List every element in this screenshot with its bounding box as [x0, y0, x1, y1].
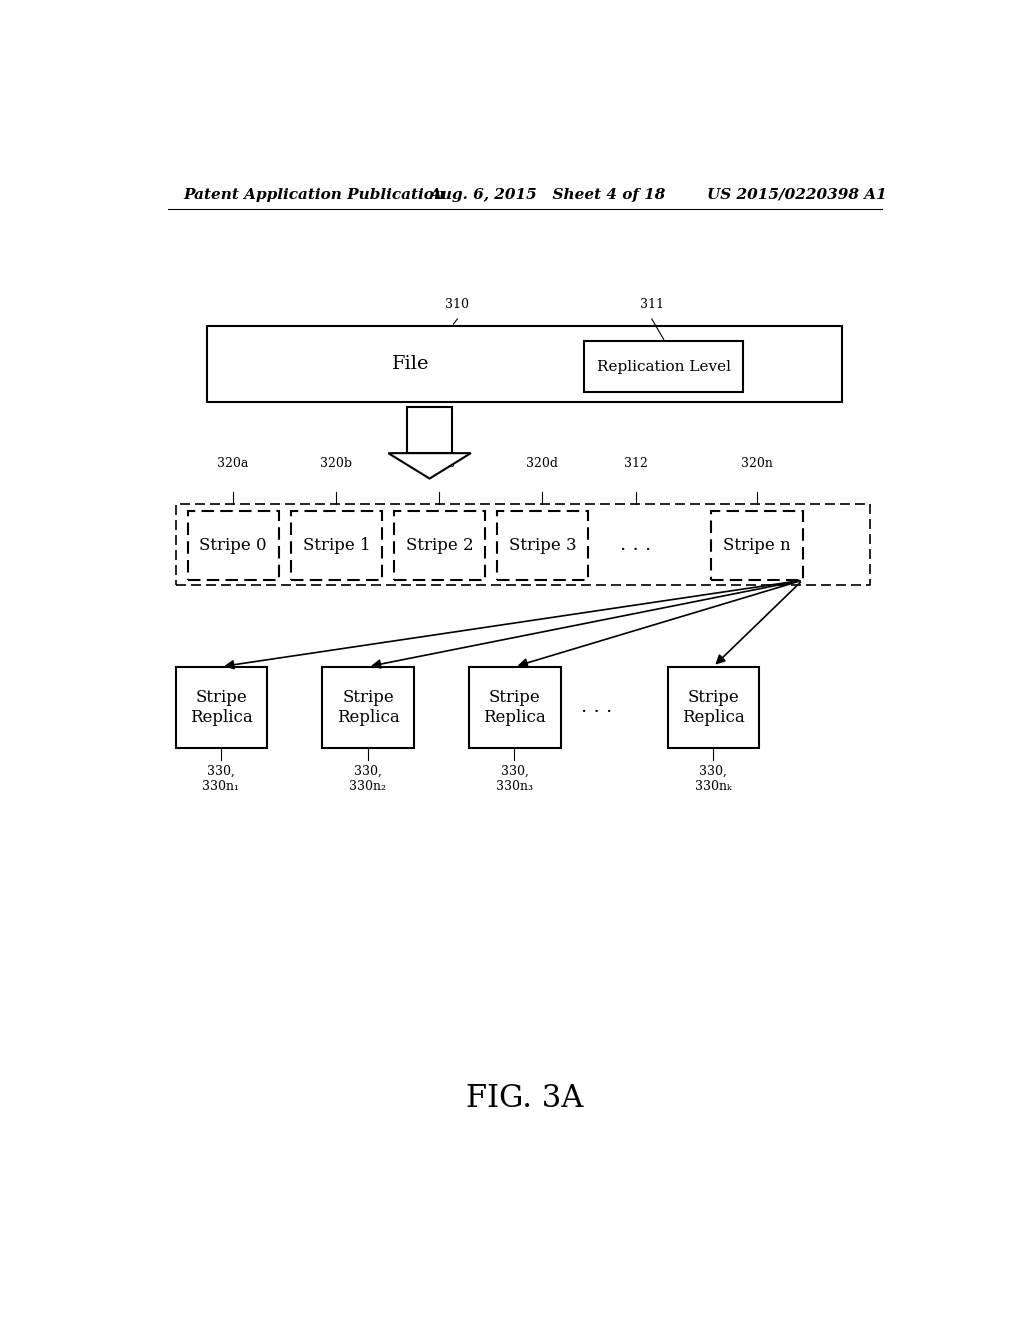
Text: 330,
330n₂: 330, 330n₂ [349, 766, 386, 793]
Text: Stripe
Replica: Stripe Replica [682, 689, 744, 726]
Text: . . .: . . . [621, 536, 651, 553]
Bar [323, 667, 414, 748]
Polygon shape [388, 453, 471, 479]
Text: 320c: 320c [424, 458, 455, 470]
Bar [207, 326, 843, 403]
Bar [394, 511, 485, 581]
Text: 320a: 320a [217, 458, 249, 470]
Bar [469, 667, 560, 748]
Text: Stripe 1: Stripe 1 [302, 537, 370, 554]
Bar [176, 667, 267, 748]
Text: 330,
330n₃: 330, 330n₃ [496, 766, 532, 793]
Text: Stripe
Replica: Stripe Replica [483, 689, 546, 726]
Text: 320d: 320d [526, 458, 558, 470]
Text: Stripe
Replica: Stripe Replica [337, 689, 399, 726]
Text: FIG. 3A: FIG. 3A [466, 1084, 584, 1114]
Text: Stripe n: Stripe n [723, 537, 791, 554]
Text: Patent Application Publication: Patent Application Publication [183, 187, 445, 202]
Bar [497, 511, 589, 581]
Text: Stripe 3: Stripe 3 [509, 537, 577, 554]
Text: Stripe
Replica: Stripe Replica [189, 689, 253, 726]
Bar [712, 511, 803, 581]
Text: Aug. 6, 2015   Sheet 4 of 18: Aug. 6, 2015 Sheet 4 of 18 [430, 187, 666, 202]
Text: 320b: 320b [319, 458, 352, 470]
Bar [176, 504, 870, 585]
Bar [187, 511, 279, 581]
Bar [585, 342, 743, 392]
Text: 330,
330nₖ: 330, 330nₖ [694, 766, 731, 793]
Text: . . .: . . . [581, 698, 612, 717]
Text: Stripe 2: Stripe 2 [406, 537, 473, 554]
Text: 312: 312 [624, 458, 648, 470]
Text: 330,
330n₁: 330, 330n₁ [203, 766, 240, 793]
Text: File: File [392, 355, 429, 374]
Text: Replication Level: Replication Level [597, 360, 731, 374]
Text: 310: 310 [445, 298, 469, 312]
Text: 311: 311 [640, 298, 664, 312]
Bar [408, 408, 452, 453]
Bar [291, 511, 382, 581]
Text: US 2015/0220398 A1: US 2015/0220398 A1 [708, 187, 887, 202]
Text: Stripe 0: Stripe 0 [200, 537, 267, 554]
Bar [668, 667, 759, 748]
Text: 320n: 320n [741, 458, 773, 470]
